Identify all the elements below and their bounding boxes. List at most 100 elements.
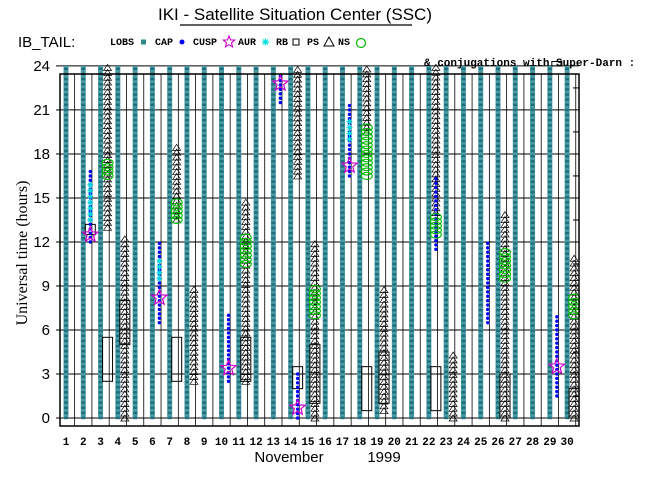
lobs-marker [288,365,293,368]
ps-marker [102,141,113,149]
lobs-marker [444,67,449,71]
lobs-marker [305,185,310,189]
lobs-marker [530,339,535,343]
lobs-marker [478,267,483,271]
lobs-marker [323,273,328,276]
lobs-marker [461,206,466,209]
lobs-marker [133,267,138,271]
lobs-marker [133,375,138,379]
lobs-marker [530,380,535,384]
lobs-marker [254,385,259,389]
ps-marker [431,107,441,115]
lobs-marker [81,201,86,204]
lobs-marker [530,257,535,261]
lobs-marker [219,103,224,106]
lobs-marker [375,196,380,199]
lobs-marker [409,324,414,327]
lobs-marker [357,185,362,189]
ps-marker [292,65,303,73]
lobs-marker [513,380,518,384]
cap-marker [555,341,559,345]
lobs-marker [288,88,293,91]
lobs-marker [530,375,535,379]
lobs-marker [496,344,500,348]
ns-marker [360,136,373,145]
lobs-marker [547,406,552,409]
lobs-marker [392,303,397,307]
lobs-marker [496,298,500,302]
lobs-marker [375,288,380,291]
lobs-marker [444,370,449,373]
lobs-marker [202,149,207,153]
cusp-series [81,73,566,416]
lobs-marker [184,160,189,163]
lobs-marker [133,247,138,250]
lobs-marker [305,288,310,291]
lobs-marker [202,206,207,209]
lobs-marker [115,108,120,112]
ps-marker [120,283,130,291]
ps-marker [102,73,113,81]
lobs-marker [547,170,552,173]
ns-marker [498,274,512,283]
ps-marker [241,232,251,240]
lobs-marker [254,226,259,230]
cap-marker [226,326,231,331]
lobs-marker [461,329,466,332]
lobs-marker [375,375,380,379]
lobs-marker [565,180,570,184]
lobs-marker [426,242,431,245]
ps-marker [310,380,320,388]
lobs-marker [547,216,552,219]
lobs-marker [357,298,362,302]
lobs-marker [357,365,362,368]
ns-marker [239,255,252,264]
rb-box-day-7 [171,336,183,382]
ps-marker [379,387,389,395]
lobs-marker [150,247,155,250]
lobs-marker [496,252,500,255]
lobs-marker [340,67,345,71]
lobs-marker [547,242,552,245]
lobs-marker [133,165,138,168]
lobs-marker [150,385,155,389]
lobs-marker [426,67,431,71]
lobs-marker [288,329,293,332]
ps-marker [431,136,441,144]
lobs-marker [271,350,276,353]
lobs-marker [133,283,138,286]
lobs-marker [254,216,259,219]
lobs-marker [219,134,224,137]
lobs-marker [133,129,138,132]
lobs-marker [150,355,155,358]
lobs-marker [565,129,570,132]
lobs-marker [565,149,570,153]
lobs-marker [375,149,380,153]
legend-item-cusp: CUSP [193,34,237,49]
ps-marker [310,273,320,281]
ps-marker [172,153,182,161]
lobs-marker [236,401,241,404]
lobs-marker [357,360,362,363]
lobs-marker [444,165,449,168]
ps-marker [431,97,441,105]
lobs-marker [184,401,189,404]
lobs-marker [444,273,449,276]
lobs-marker [219,185,224,189]
lobs-marker [81,154,86,158]
lobs-marker [375,391,380,394]
ps-marker [569,278,579,286]
ps-marker [310,322,320,330]
lobs-marker [98,406,103,409]
lobs-marker [513,391,518,394]
lobs-marker [565,88,570,91]
lobs-marker [323,257,328,261]
ps-marker [310,409,320,417]
x-tick-label: 13 [267,437,281,449]
lobs-marker [323,247,328,250]
lobs-marker [202,401,207,404]
lobs-marker [81,273,86,276]
ps-marker [241,246,251,254]
ps-marker [379,310,389,318]
lobs-marker [565,211,570,214]
